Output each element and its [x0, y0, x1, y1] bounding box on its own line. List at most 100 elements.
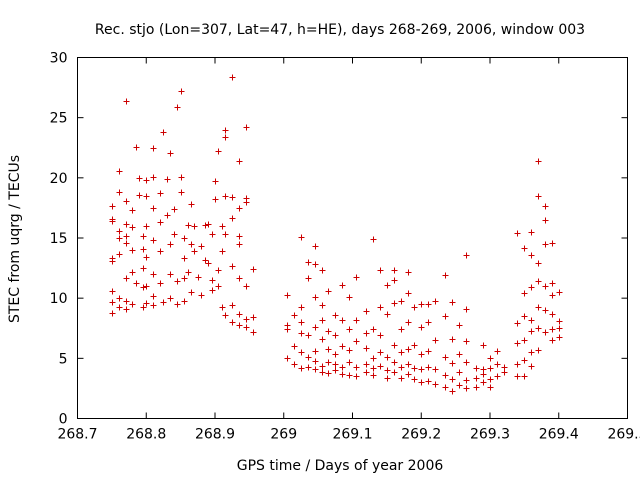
data-point — [236, 241, 243, 248]
data-point — [449, 376, 456, 383]
data-point — [150, 145, 157, 152]
data-point — [319, 336, 326, 343]
plot-frame — [77, 57, 628, 419]
data-point — [521, 373, 528, 380]
y-tick-label: 25 — [50, 111, 68, 127]
data-point — [418, 301, 425, 308]
data-point — [346, 359, 353, 366]
y-tick-label: 10 — [50, 291, 68, 307]
data-point — [150, 271, 157, 278]
data-point — [140, 246, 147, 253]
data-point — [219, 248, 226, 255]
data-point — [167, 150, 174, 157]
data-point — [442, 372, 449, 379]
data-point — [332, 367, 339, 374]
data-point — [549, 326, 556, 333]
data-point — [319, 317, 326, 324]
data-point — [229, 74, 236, 81]
data-point — [157, 280, 164, 287]
data-point — [411, 304, 418, 311]
data-point — [391, 300, 398, 307]
data-point — [150, 205, 157, 212]
data-point — [205, 260, 212, 267]
data-point — [198, 243, 205, 250]
data-point — [191, 248, 198, 255]
data-point — [432, 366, 439, 373]
data-point — [284, 292, 291, 299]
data-point — [129, 224, 136, 231]
data-point — [116, 295, 123, 302]
data-point — [487, 384, 494, 391]
data-point — [353, 317, 360, 324]
data-point — [528, 229, 535, 236]
data-point — [150, 174, 157, 181]
data-point — [305, 275, 312, 282]
data-point — [212, 196, 219, 203]
data-point — [542, 241, 549, 248]
data-point — [209, 277, 216, 284]
data-point — [473, 365, 480, 372]
data-point — [250, 314, 257, 321]
data-point — [209, 231, 216, 238]
data-point — [181, 298, 188, 305]
data-point — [384, 311, 391, 318]
data-point — [164, 212, 171, 219]
data-point — [405, 319, 412, 326]
data-point — [418, 324, 425, 331]
data-point — [339, 364, 346, 371]
data-point — [136, 192, 143, 199]
data-point — [535, 278, 542, 285]
data-point — [236, 311, 243, 318]
data-point — [346, 347, 353, 354]
y-tick-label: 30 — [50, 51, 68, 67]
data-point — [425, 301, 432, 308]
data-point — [298, 349, 305, 356]
data-point — [109, 299, 116, 306]
data-point — [384, 367, 391, 374]
data-point — [222, 231, 229, 238]
data-point — [425, 378, 432, 385]
data-point — [140, 304, 147, 311]
data-point — [181, 235, 188, 242]
data-point — [353, 274, 360, 281]
data-point — [298, 319, 305, 326]
data-point — [319, 302, 326, 309]
data-point — [432, 337, 439, 344]
data-point — [377, 332, 384, 339]
data-point — [116, 168, 123, 175]
data-point — [556, 325, 563, 332]
data-point — [312, 324, 319, 331]
data-point — [405, 269, 412, 276]
data-point — [174, 104, 181, 111]
data-point — [542, 329, 549, 336]
data-point — [219, 223, 226, 230]
data-point — [353, 364, 360, 371]
data-point — [494, 361, 501, 368]
data-point — [377, 349, 384, 356]
data-point — [339, 282, 346, 289]
data-point — [171, 206, 178, 213]
data-point — [391, 369, 398, 376]
data-point — [123, 298, 130, 305]
data-point — [250, 329, 257, 336]
data-point — [123, 198, 130, 205]
data-point — [442, 272, 449, 279]
data-point — [463, 306, 470, 313]
data-point — [298, 330, 305, 337]
data-point — [456, 351, 463, 358]
data-point — [150, 237, 157, 244]
data-point — [284, 326, 291, 333]
data-point — [535, 304, 542, 311]
data-point — [405, 346, 412, 353]
data-point — [123, 233, 130, 240]
data-point — [556, 289, 563, 296]
data-point — [312, 294, 319, 301]
data-point — [487, 376, 494, 383]
data-point — [188, 289, 195, 296]
data-point — [514, 361, 521, 368]
data-point — [219, 304, 226, 311]
data-point — [305, 332, 312, 339]
data-point — [405, 371, 412, 378]
data-point — [487, 355, 494, 362]
